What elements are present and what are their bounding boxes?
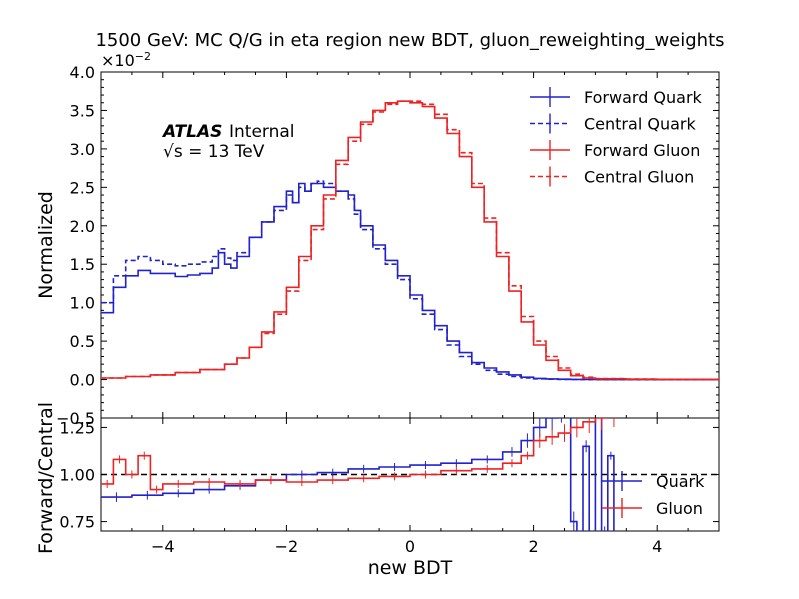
ratio-x-ticks: −4 −2 0 2 4 [131, 418, 689, 556]
ratio-y-tick-label: 1.25 [59, 418, 95, 437]
legend-label: Forward Gluon [584, 141, 700, 160]
main-y-tick-label: 0.0 [70, 371, 95, 390]
ratio-series-group [101, 418, 615, 531]
ratio-legend-label: Gluon [656, 499, 703, 518]
main-series [101, 100, 719, 381]
main-y-tick-label: 1.0 [70, 294, 95, 313]
ratio-legend-label: Quark [656, 472, 705, 491]
x-tick-label: 0 [405, 537, 415, 556]
atlas-label: ATLAS Internal √s = 13 TeV [161, 122, 295, 162]
x-tick-label: 4 [652, 537, 662, 556]
atlas-energy: √s = 13 TeV [163, 142, 265, 162]
main-y-tick-label: −0.5 [56, 409, 95, 428]
legend-label: Forward Quark [584, 88, 703, 107]
chart-title: 1500 GeV: MC Q/G in eta region new BDT, … [95, 30, 724, 51]
atlas-status: Internal [229, 122, 295, 142]
legend-label: Central Quark [584, 115, 696, 134]
main-y-axis-label: Normalized [35, 191, 57, 299]
y-multiplier: ×10−2 [101, 50, 151, 70]
x-tick-label: 2 [529, 537, 539, 556]
x-tick-label: −2 [275, 537, 299, 556]
ratio-y-tick-label: 1.00 [59, 466, 95, 485]
ratio-line-gluon [101, 418, 609, 491]
main-y-tick-label: 3.5 [70, 101, 95, 120]
series-line-central-gluon [101, 100, 719, 381]
ratio-series [101, 418, 719, 531]
main-panel: −0.5 0.0 0.5 1.0 1.5 2.0 2.5 3.0 3.5 4.0 ×10−2 No… [35, 50, 720, 428]
main-y-tick-label: 2.5 [70, 178, 95, 197]
main-y-tick-label: 3.0 [70, 140, 95, 159]
main-y-tick-label: 4.0 [70, 63, 95, 82]
series-line-central-quark [101, 180, 719, 381]
atlas-experiment: ATLAS [161, 122, 222, 142]
ratio-y-ticks: 0.75 1.00 1.25 [59, 418, 719, 532]
main-legend: Forward Quark Central Quark Forward Gluon C… [530, 87, 703, 187]
legend-label: Central Gluon [584, 168, 694, 187]
main-y-ticks: −0.5 0.0 0.5 1.0 1.5 2.0 2.5 3.0 3.5 4.0 [56, 63, 719, 428]
ratio-line-quark [101, 418, 615, 531]
ratio-legend: Quark Gluon [602, 471, 705, 518]
x-axis-label: new BDT [368, 557, 453, 579]
main-y-tick-label: 0.5 [70, 332, 95, 351]
x-tick-label: −4 [151, 537, 175, 556]
main-y-tick-label: 1.5 [70, 255, 95, 274]
ratio-y-tick-label: 0.75 [59, 513, 95, 532]
ratio-y-axis-label: Forward/Central [35, 402, 57, 554]
ratio-panel: 0.75 1.00 1.25 −4 −2 0 2 4 Forward/Central new… [35, 402, 720, 579]
main-y-tick-label: 2.0 [70, 217, 95, 236]
